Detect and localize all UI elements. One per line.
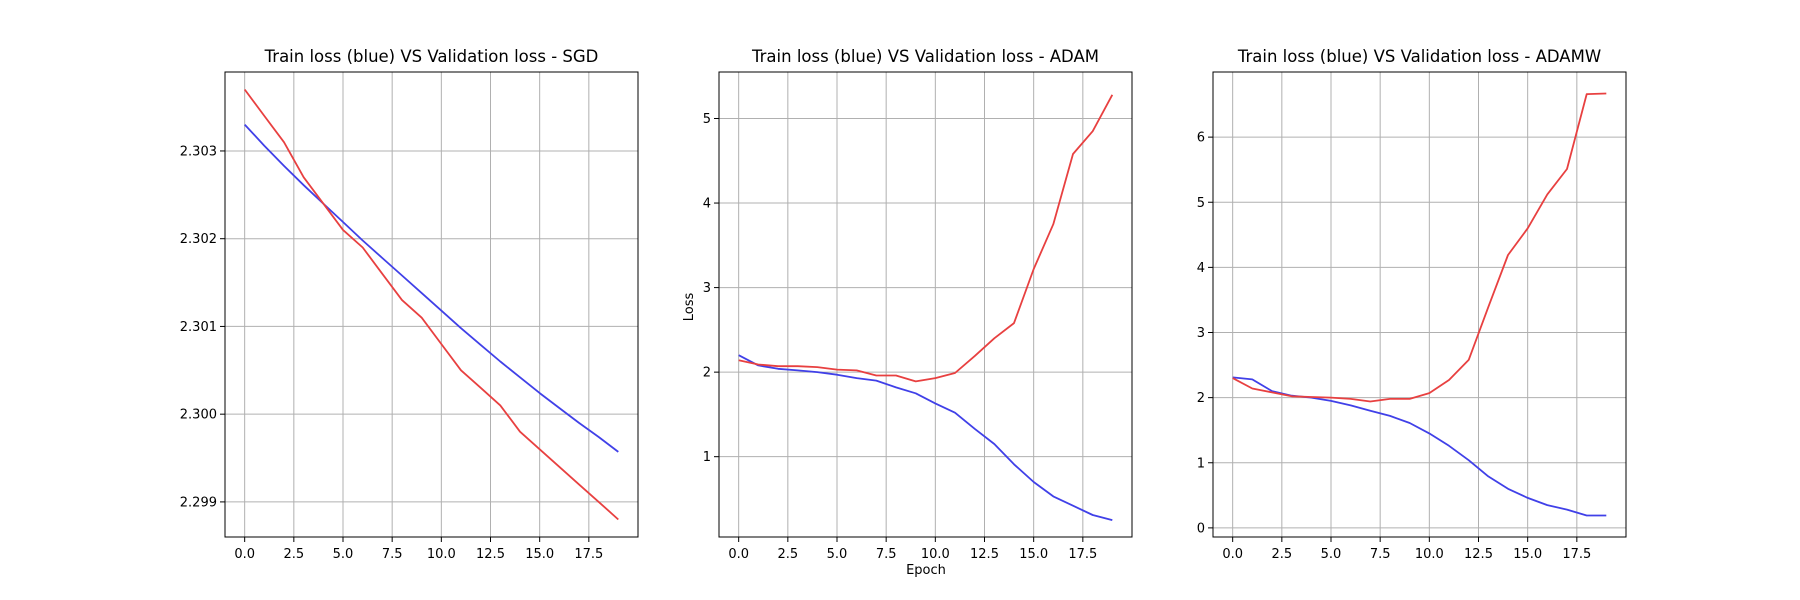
subplot-adamw: 0.0 2.5 5.0 7.5 10.0 12.5 15.0 17.5 0 1 2 3 4 5 6 Train… bbox=[1197, 47, 1627, 562]
x-tick-label: 12.5 bbox=[970, 547, 999, 562]
validation-loss-line bbox=[738, 94, 1114, 383]
x-axis-label: Epoch bbox=[906, 563, 946, 578]
y-tick-label: 5 bbox=[703, 112, 711, 127]
plot-frame bbox=[718, 71, 1133, 538]
y-tick-label: 2 bbox=[1197, 391, 1205, 406]
y-tick-label: 3 bbox=[703, 281, 711, 296]
x-tick-label: 17.5 bbox=[574, 547, 603, 562]
plot-frame bbox=[1212, 71, 1627, 538]
subplot-sgd: 0.0 2.5 5.0 7.5 10.0 12.5 15.0 17.5 2.299 2.300 2.… bbox=[180, 47, 639, 562]
train-loss-line bbox=[244, 123, 619, 453]
x-tick-label: 0.0 bbox=[234, 547, 255, 562]
x-tick-label: 2.5 bbox=[1271, 547, 1292, 562]
x-tick-label: 15.0 bbox=[525, 547, 554, 562]
y-tick-label: 3 bbox=[1197, 326, 1205, 341]
x-tick-label: 15.0 bbox=[1513, 547, 1542, 562]
x-tick-label: 2.5 bbox=[777, 547, 798, 562]
chart-title: Train loss (blue) VS Validation loss - A… bbox=[751, 47, 1099, 66]
x-tick-label: 0.0 bbox=[1222, 547, 1243, 562]
train-loss-line bbox=[738, 354, 1113, 521]
x-tick-label: 7.5 bbox=[1370, 547, 1391, 562]
validation-loss-line bbox=[243, 88, 619, 521]
y-tick-label: 2.303 bbox=[180, 144, 217, 159]
x-tick-label: 7.5 bbox=[876, 547, 897, 562]
chart-title: Train loss (blue) VS Validation loss - A… bbox=[1237, 47, 1601, 66]
x-tick-label: 10.0 bbox=[921, 547, 950, 562]
y-tick-label: 5 bbox=[1197, 196, 1205, 211]
x-tick-label: 17.5 bbox=[1068, 547, 1097, 562]
plot-frame bbox=[224, 71, 639, 538]
y-tick-label: 2.299 bbox=[180, 495, 217, 510]
y-tick-label: 2.301 bbox=[180, 320, 217, 335]
x-tick-label: 10.0 bbox=[427, 547, 456, 562]
y-tick-label: 2.300 bbox=[180, 408, 217, 423]
y-tick-label: 6 bbox=[1197, 131, 1205, 146]
y-tick-label: 4 bbox=[703, 197, 711, 212]
y-axis-label: Loss bbox=[682, 293, 697, 322]
y-tick-label: 1 bbox=[1197, 456, 1205, 471]
x-tick-label: 0.0 bbox=[728, 547, 749, 562]
x-tick-label: 5.0 bbox=[1321, 547, 1342, 562]
y-tick-label: 2.302 bbox=[180, 232, 217, 247]
x-tick-label: 2.5 bbox=[283, 547, 304, 562]
y-tick-label: 0 bbox=[1197, 521, 1205, 536]
y-tick-label: 2 bbox=[703, 366, 711, 381]
x-tick-label: 10.0 bbox=[1415, 547, 1444, 562]
x-tick-label: 7.5 bbox=[382, 547, 403, 562]
x-tick-label: 12.5 bbox=[476, 547, 505, 562]
validation-loss-line bbox=[1232, 92, 1607, 403]
x-tick-label: 17.5 bbox=[1562, 547, 1591, 562]
y-tick-label: 1 bbox=[703, 450, 711, 465]
x-tick-label: 15.0 bbox=[1019, 547, 1048, 562]
subplot-adam: 0.0 2.5 5.0 7.5 10.0 12.5 15.0 17.5 1 2 3 4 5 Train l… bbox=[703, 47, 1133, 562]
x-tick-label: 12.5 bbox=[1464, 547, 1493, 562]
chart-title: Train loss (blue) VS Validation loss - S… bbox=[264, 47, 599, 66]
y-tick-label: 4 bbox=[1197, 261, 1205, 276]
x-tick-label: 5.0 bbox=[827, 547, 848, 562]
x-tick-label: 5.0 bbox=[333, 547, 354, 562]
